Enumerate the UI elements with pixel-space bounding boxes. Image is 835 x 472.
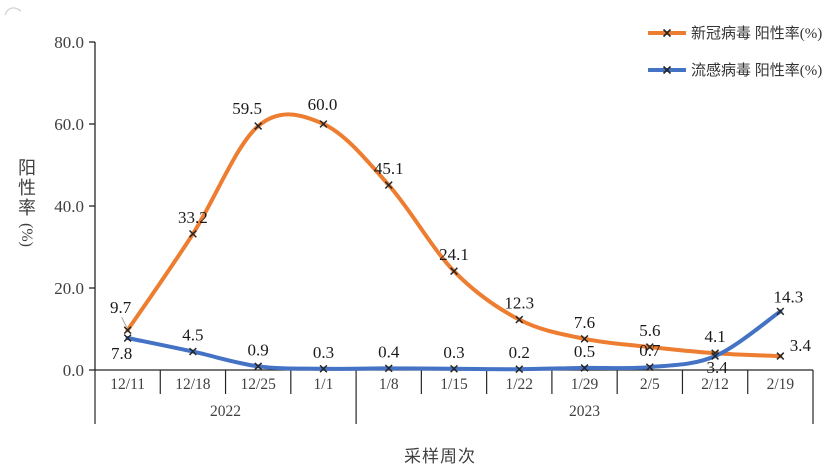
data-label: 7.8 xyxy=(111,344,132,363)
data-label: 0.5 xyxy=(574,342,595,361)
legend: 新冠病毒 阳性率(%) 流感病毒 阳性率(%) xyxy=(648,22,822,80)
data-point-marker xyxy=(450,267,458,276)
x-tick-label: 2/12 xyxy=(701,376,729,393)
data-label: 0.3 xyxy=(443,343,464,362)
data-label: 33.2 xyxy=(178,208,208,227)
data-point-marker xyxy=(384,181,393,190)
x-tick-label: 12/25 xyxy=(241,376,277,393)
data-label: 7.6 xyxy=(574,313,595,332)
year-group-label: 2022 xyxy=(210,403,241,420)
data-point-marker xyxy=(450,364,458,373)
data-point-marker xyxy=(645,363,654,372)
y-axis-title-unit: (%) xyxy=(17,223,35,247)
data-label-leader xyxy=(121,317,128,328)
data-label: 12.3 xyxy=(504,294,534,313)
x-tick-label: 2/5 xyxy=(640,376,660,393)
data-point-marker xyxy=(580,364,589,372)
data-point-marker xyxy=(776,307,785,316)
x-tick-label: 1/1 xyxy=(314,376,334,393)
data-point-marker xyxy=(580,334,589,343)
data-point-marker xyxy=(123,334,132,342)
data-label: 3.4 xyxy=(790,336,812,355)
data-point-marker xyxy=(319,364,328,373)
covid-line-icon xyxy=(648,28,686,37)
data-point-marker xyxy=(188,229,197,238)
y-axis-title-text: 阳性率 xyxy=(16,158,36,218)
legend-label-covid: 新冠病毒 阳性率(%) xyxy=(691,26,823,42)
y-tick-label: 80.0 xyxy=(54,33,84,52)
data-point-marker xyxy=(254,122,263,130)
data-point-marker xyxy=(776,352,785,360)
data-point-marker xyxy=(188,347,197,356)
x-tick-label: 1/29 xyxy=(571,376,599,393)
data-label: 0.3 xyxy=(313,343,334,362)
legend-label-flu: 流感病毒 阳性率(%) xyxy=(691,63,823,79)
data-label: 9.7 xyxy=(110,298,132,317)
data-label: 14.3 xyxy=(773,287,803,306)
data-point-marker xyxy=(319,120,328,128)
x-tick-label: 1/8 xyxy=(379,376,399,393)
x-tick-label: 1/15 xyxy=(440,376,468,393)
data-point-marker xyxy=(645,343,654,351)
legend-item-flu: 流感病毒 阳性率(%) xyxy=(648,59,822,80)
y-tick-label: 20.0 xyxy=(54,279,84,298)
covid-series-line xyxy=(125,112,783,359)
data-point-marker xyxy=(515,315,524,324)
y-tick-label: 0.0 xyxy=(63,361,84,380)
data-label: 0.9 xyxy=(248,340,269,359)
data-point-marker xyxy=(254,362,263,371)
year-group-label: 2023 xyxy=(569,403,600,420)
data-label: 0.4 xyxy=(378,342,400,361)
y-tick-label: 60.0 xyxy=(54,115,84,134)
y-tick-label: 40.0 xyxy=(54,197,84,216)
x-axis-title: 采样周次 xyxy=(404,447,476,466)
data-point-marker xyxy=(515,365,524,374)
data-label: 5.6 xyxy=(639,321,660,340)
data-label: 0.7 xyxy=(639,341,661,360)
data-point-marker xyxy=(711,352,720,360)
x-tick-label: 12/11 xyxy=(110,376,145,393)
data-label: 3.4 xyxy=(706,358,728,377)
x-tick-label: 2/19 xyxy=(767,376,795,393)
legend-item-covid: 新冠病毒 阳性率(%) xyxy=(648,22,822,43)
x-tick-label: 12/18 xyxy=(175,376,211,393)
data-label: 4.5 xyxy=(182,326,203,345)
y-axis-title: 阳性率 (%) xyxy=(12,158,40,247)
data-label: 0.2 xyxy=(509,343,530,362)
data-label: 59.5 xyxy=(232,99,262,118)
x-tick-label: 1/22 xyxy=(505,376,533,393)
data-point-marker xyxy=(123,326,132,335)
flu-line-icon xyxy=(648,65,686,74)
stray-mark xyxy=(4,7,22,16)
data-label: 4.1 xyxy=(704,327,725,346)
data-label: 45.1 xyxy=(374,159,404,178)
data-point-marker xyxy=(384,364,393,373)
data-label: 60.0 xyxy=(308,95,338,114)
data-label: 24.1 xyxy=(439,245,469,264)
